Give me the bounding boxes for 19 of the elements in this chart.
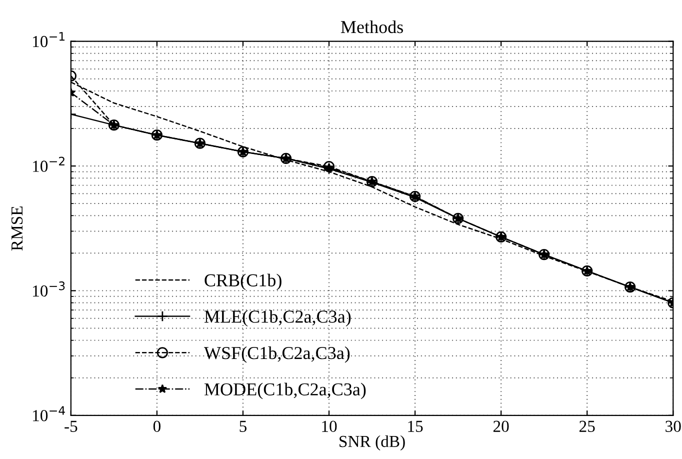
x-tick-label: 10 — [322, 420, 337, 432]
chart-title: Methods — [340, 20, 403, 34]
legend-label: WSF(C1b,C2a,C3a) — [204, 346, 350, 363]
x-tick-label: 5 — [240, 420, 246, 432]
legend-label: MODE(C1b,C2a,C3a) — [204, 382, 366, 400]
x-tick-label: 20 — [493, 420, 509, 432]
x-tick-label: 25 — [580, 420, 595, 432]
y-tick-label: 10$^{−4}$ — [33, 406, 65, 422]
y-tick-label: 10$^{−1}$ — [33, 32, 65, 48]
x-axis-title: SNR (dB) — [340, 435, 405, 450]
legend-label: MLE(C1b,C2a,C3a) — [204, 310, 351, 326]
x-tick-label: 30 — [666, 420, 681, 432]
y-axis-title: RMSE — [11, 206, 23, 251]
x-tick-label: 15 — [408, 420, 423, 432]
legend-label: CRB(C1b) — [204, 274, 282, 290]
x-tick-label: 0 — [153, 420, 160, 432]
y-tick-label: 10$^{−3}$ — [33, 281, 65, 297]
y-tick-label: 10$^{−2}$ — [33, 156, 64, 172]
x-tick-label: -5 — [64, 420, 78, 432]
